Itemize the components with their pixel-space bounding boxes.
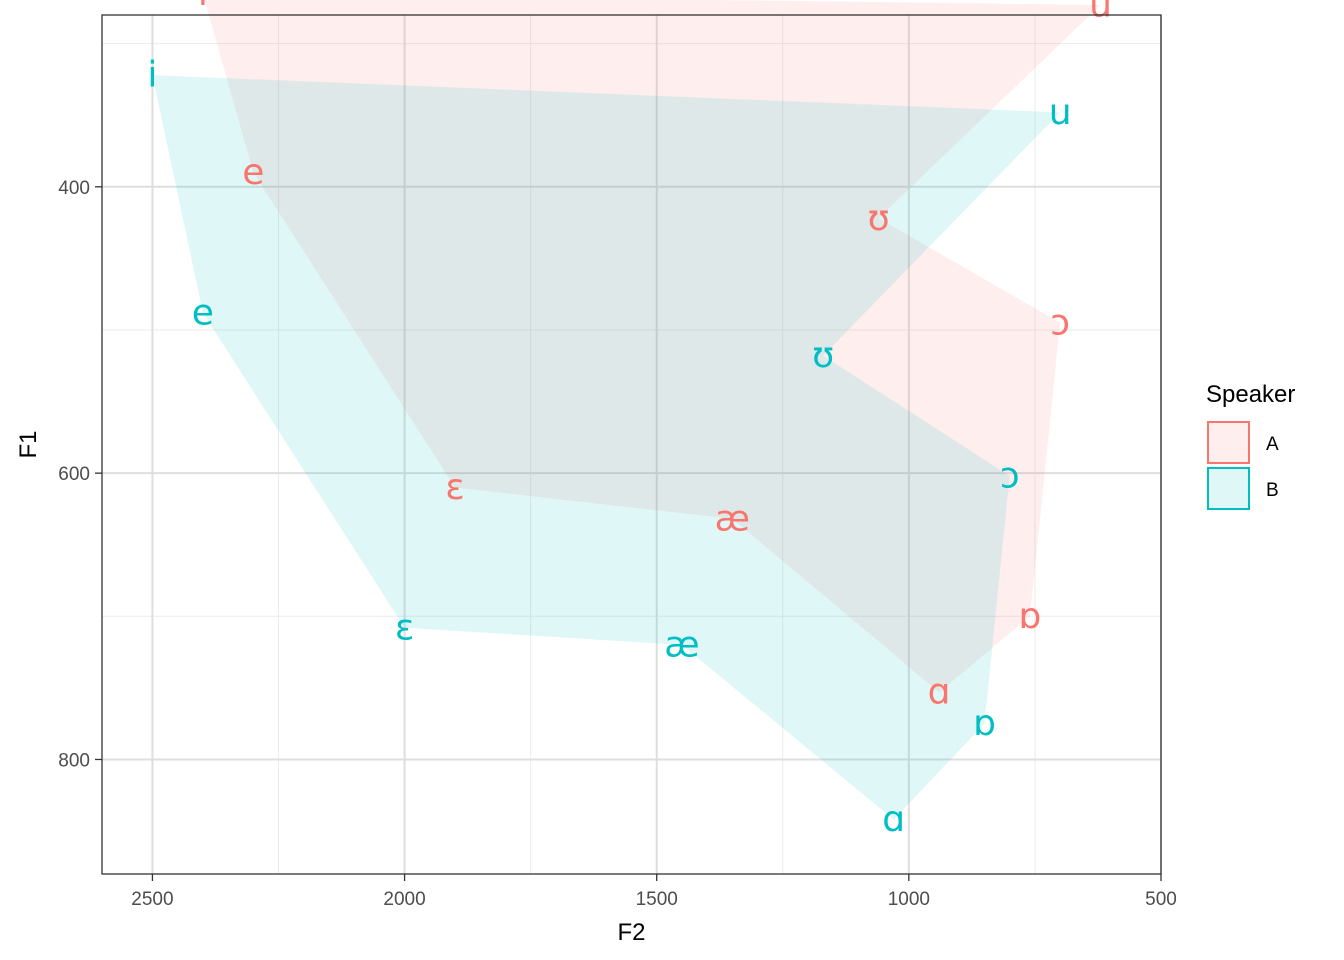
vowel-label-A: u <box>1089 0 1112 25</box>
y-tick-label: 600 <box>58 464 90 485</box>
vowel-label-B: ɛ <box>395 607 414 648</box>
x-tick-label: 2000 <box>383 889 425 910</box>
x-tick-label: 1500 <box>636 889 678 910</box>
vowel-space-A <box>204 0 1101 693</box>
x-tick-label: 500 <box>1145 889 1177 910</box>
legend-key-A <box>1207 421 1250 464</box>
legend-key-B <box>1207 467 1250 510</box>
plot-panel-border <box>101 14 1162 875</box>
vowel-label-B: i <box>147 55 157 96</box>
vowel-labels: ieɛæɑɒɔʊuieɛæɑɒɔʊu <box>147 0 1111 840</box>
vowel-label-A: ɛ <box>445 467 464 508</box>
vowel-label-A: ɒ <box>1018 596 1041 637</box>
x-axis-title: F2 <box>617 919 645 946</box>
y-axis: 400 600 800 <box>58 178 102 771</box>
legend: Speaker A B <box>1206 381 1295 510</box>
vowel-label-B: e <box>192 292 214 333</box>
vowel-label-A: ɔ <box>1050 302 1070 343</box>
legend-label-A: A <box>1266 434 1279 455</box>
vowel-label-B: ɔ <box>1000 455 1020 496</box>
vowel-space-B <box>152 75 1061 820</box>
vowel-label-A: i <box>198 0 208 14</box>
vowel-label-B: u <box>1049 92 1072 133</box>
y-axis-title: F1 <box>15 430 42 458</box>
x-tick-label: 1000 <box>888 889 930 910</box>
vowel-label-B: ɒ <box>973 703 996 744</box>
legend-title: Speaker <box>1206 381 1295 408</box>
legend-label-B: B <box>1266 480 1279 501</box>
vowel-label-A: ɑ <box>928 672 951 713</box>
vowel-label-B: ʊ <box>812 335 834 376</box>
vowel-label-B: æ <box>664 624 699 665</box>
vowel-label-B: ɑ <box>882 799 905 840</box>
y-tick-label: 400 <box>58 178 90 199</box>
y-tick-label: 800 <box>58 750 90 771</box>
vowel-space-polygons <box>152 0 1101 820</box>
x-axis: 2500 2000 1500 1000 500 <box>131 874 1177 910</box>
vowel-label-A: e <box>242 152 264 193</box>
x-tick-label: 2500 <box>131 889 173 910</box>
minor-gridlines <box>102 15 1161 874</box>
vowel-label-A: ʊ <box>867 198 889 239</box>
vowel-label-A: æ <box>715 498 750 539</box>
